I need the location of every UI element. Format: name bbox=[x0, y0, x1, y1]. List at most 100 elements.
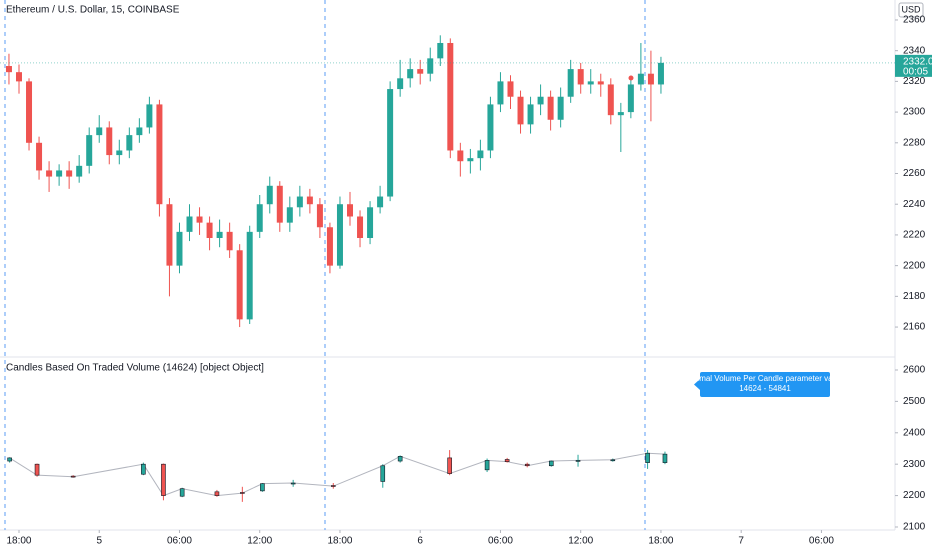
x-tick-label: 18:00 bbox=[648, 536, 673, 547]
candle-body bbox=[46, 170, 53, 177]
candle-body bbox=[240, 492, 245, 494]
candle-body bbox=[176, 231, 183, 266]
candle-body bbox=[206, 222, 213, 238]
x-tick-label: 12:00 bbox=[247, 536, 272, 547]
y-tick-label: 2500 bbox=[903, 396, 926, 407]
close-line bbox=[9, 452, 665, 497]
candle-body bbox=[296, 196, 303, 208]
candle-body bbox=[166, 204, 173, 266]
currency-box[interactable] bbox=[898, 2, 924, 18]
candle-body bbox=[427, 58, 434, 74]
candle-body bbox=[246, 231, 253, 320]
y-tick-label: 2320 bbox=[903, 76, 926, 87]
x-tick-label: 18:00 bbox=[327, 536, 352, 547]
candle-body bbox=[316, 204, 323, 228]
candle-body bbox=[34, 463, 40, 476]
candle-body bbox=[457, 150, 464, 162]
candle-body bbox=[336, 204, 343, 266]
candle-body bbox=[70, 475, 76, 478]
candle-body bbox=[607, 84, 614, 116]
y-tick-label: 2260 bbox=[903, 168, 926, 179]
y-tick-label: 2180 bbox=[903, 291, 926, 302]
candle-body bbox=[276, 185, 283, 223]
candle-body bbox=[126, 135, 133, 151]
candle-body bbox=[637, 73, 644, 85]
candle-body bbox=[214, 491, 220, 496]
candle-body bbox=[186, 216, 193, 232]
marker-dot bbox=[628, 75, 634, 81]
candle-body bbox=[387, 89, 394, 197]
tooltip-pointer bbox=[694, 379, 700, 390]
candle-body bbox=[504, 459, 510, 462]
candle-body bbox=[575, 460, 581, 462]
candle-body bbox=[179, 488, 185, 497]
candle-body bbox=[106, 127, 113, 156]
candle-body bbox=[547, 96, 554, 120]
candle-body bbox=[26, 81, 33, 143]
y-tick-label: 2360 bbox=[903, 15, 926, 26]
candle-body bbox=[306, 196, 313, 205]
x-tick-label: 06:00 bbox=[488, 536, 513, 547]
candle-body bbox=[662, 453, 668, 463]
candle-body bbox=[557, 96, 564, 120]
candle-body bbox=[645, 452, 650, 463]
y-tick-label: 2100 bbox=[903, 522, 926, 533]
candle-body bbox=[380, 465, 386, 482]
candle-body bbox=[567, 69, 574, 97]
candle-body bbox=[417, 69, 424, 74]
candle-body bbox=[407, 69, 414, 79]
y-tick-label: 2220 bbox=[903, 230, 926, 241]
candle-body bbox=[610, 459, 616, 462]
candle-body bbox=[5, 66, 12, 73]
y-tick-label: 2240 bbox=[903, 199, 926, 210]
candle-body bbox=[15, 72, 22, 82]
candle-body bbox=[226, 231, 233, 251]
x-tick-label: 6 bbox=[417, 536, 423, 547]
candle-body bbox=[367, 207, 374, 238]
candle-body bbox=[236, 250, 243, 320]
candle-body bbox=[260, 483, 265, 492]
x-tick-label: 5 bbox=[96, 536, 102, 547]
candle-body bbox=[76, 165, 83, 177]
y-tick-label: 2160 bbox=[903, 322, 926, 333]
candle-body bbox=[617, 112, 624, 116]
x-tick-label: 7 bbox=[738, 536, 744, 547]
x-tick-label: 18:00 bbox=[6, 536, 31, 547]
x-tick-label: 06:00 bbox=[809, 536, 834, 547]
candle-body bbox=[66, 170, 73, 177]
candle-body bbox=[196, 216, 203, 223]
candle-body bbox=[587, 81, 594, 85]
candle-body bbox=[216, 231, 223, 238]
candle-body bbox=[286, 207, 293, 223]
candle-body bbox=[467, 158, 474, 162]
tooltip-line: Optimal Volume Per Candle parameter valu… bbox=[685, 374, 846, 383]
candle-body bbox=[290, 482, 296, 485]
candle-body bbox=[136, 127, 143, 136]
candle-body bbox=[86, 135, 93, 166]
price-tag-value: 2332.06 bbox=[903, 57, 932, 68]
candle-body bbox=[161, 463, 166, 496]
candle-body bbox=[397, 78, 404, 90]
candle-body bbox=[517, 96, 524, 125]
candle-body bbox=[577, 69, 584, 85]
y-tick-label: 2280 bbox=[903, 137, 926, 148]
candle-body bbox=[477, 150, 484, 159]
indicator-title: Candles Based On Traded Volume (14624) [… bbox=[6, 363, 264, 374]
y-tick-label: 2300 bbox=[903, 459, 926, 470]
price-tag bbox=[895, 54, 932, 77]
candle-body bbox=[7, 457, 12, 462]
candle-body bbox=[347, 204, 354, 217]
candle-body bbox=[484, 460, 490, 471]
y-tick-label: 2200 bbox=[903, 260, 926, 271]
candle-body bbox=[524, 463, 530, 467]
marks bbox=[5, 35, 668, 502]
candle-body bbox=[96, 127, 103, 136]
candle-body bbox=[548, 460, 554, 467]
candle-body bbox=[36, 142, 43, 171]
y-tick-label: 2200 bbox=[903, 490, 926, 501]
candle-body bbox=[497, 81, 504, 105]
candle-body bbox=[326, 227, 333, 266]
x-tick-label: 12:00 bbox=[568, 536, 593, 547]
